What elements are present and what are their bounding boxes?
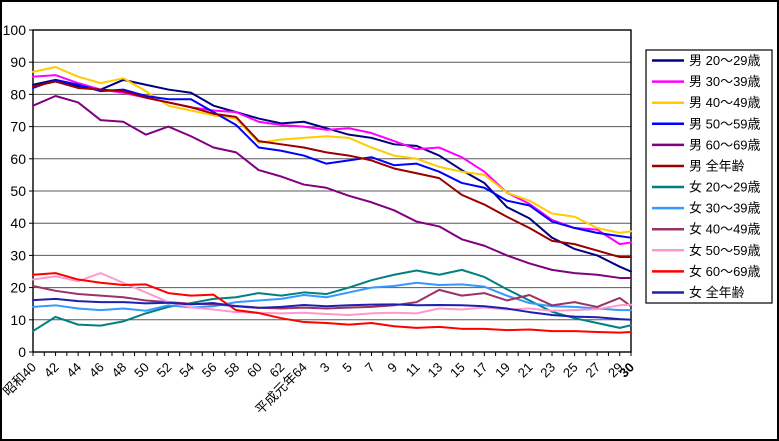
x-tick-label: 9 xyxy=(384,360,400,376)
series-line-7 xyxy=(32,281,632,312)
x-tick-label: 17 xyxy=(470,360,491,381)
series-line-11 xyxy=(32,297,632,321)
legend-item: 女 60〜69歳 xyxy=(652,264,761,279)
legend-label: 男 30〜39歳 xyxy=(689,74,761,89)
legend-item: 男 20〜29歳 xyxy=(652,53,761,68)
y-tick-label: 100 xyxy=(3,22,27,38)
x-tick-label: 52 xyxy=(154,360,175,381)
legend-label: 男 60〜69歳 xyxy=(689,137,761,152)
x-tick-label: 5 xyxy=(339,360,355,376)
legend-label: 男 全年齢 xyxy=(689,158,745,173)
x-tick-label: 60 xyxy=(244,360,265,381)
y-tick-label: 80 xyxy=(10,86,26,102)
legend-item: 男 50〜59歳 xyxy=(652,116,761,131)
y-tick-label: 90 xyxy=(10,54,26,70)
x-tick-label: 56 xyxy=(199,360,220,381)
x-tick-label: 23 xyxy=(537,360,558,381)
x-tick-label: 11 xyxy=(403,360,423,380)
series-line-6 xyxy=(32,268,632,333)
legend-box xyxy=(645,49,773,304)
y-tick-label: 50 xyxy=(10,183,26,199)
y-tick-label: 0 xyxy=(18,344,26,360)
legend-item: 女 30〜39歳 xyxy=(652,201,761,216)
legend-item: 女 20〜29歳 xyxy=(652,180,761,195)
series-line-5 xyxy=(32,80,632,259)
series-lines xyxy=(32,66,632,334)
x-tick-label: 50 xyxy=(131,360,152,381)
y-tick-label: 10 xyxy=(10,312,26,328)
x-tick-label: 30 xyxy=(616,360,637,381)
legend-label: 女 20〜29歳 xyxy=(689,180,761,195)
gridlines xyxy=(33,61,631,321)
y-tick-label: 40 xyxy=(10,215,26,231)
legend-label: 女 60〜69歳 xyxy=(689,264,761,279)
legend-label: 男 50〜59歳 xyxy=(689,116,761,131)
x-tick-label: 54 xyxy=(176,360,197,381)
series-line-3 xyxy=(32,78,632,239)
legend-item: 男 60〜69歳 xyxy=(652,137,761,152)
x-tick-label: 21 xyxy=(515,360,536,381)
series-line-4 xyxy=(32,95,632,279)
x-tick-label: 25 xyxy=(560,360,581,381)
legend-item: 男 全年齢 xyxy=(652,158,745,173)
x-tick-label: 19 xyxy=(492,360,513,381)
series-line-9 xyxy=(32,272,632,316)
series-line-8 xyxy=(32,284,632,310)
legend-label: 女 50〜59歳 xyxy=(689,243,761,258)
y-tick-label: 30 xyxy=(10,247,26,263)
y-tick-label: 60 xyxy=(10,151,26,167)
x-tick-label: 44 xyxy=(63,360,84,381)
series-line-0 xyxy=(32,78,632,273)
legend-item: 男 30〜39歳 xyxy=(652,74,761,89)
x-tick-label: 27 xyxy=(582,360,603,381)
series-line-1 xyxy=(32,74,632,246)
y-tick-label: 70 xyxy=(10,119,26,135)
legend-item: 女 全年齢 xyxy=(652,285,745,300)
x-tick-label: 58 xyxy=(221,360,242,381)
x-tick-label: 3 xyxy=(317,360,333,376)
x-tick-label: 46 xyxy=(86,360,107,381)
x-tick-label: 7 xyxy=(362,360,378,376)
legend-item: 女 40〜49歳 xyxy=(652,222,761,237)
x-tick-label: 昭和40 xyxy=(2,360,39,399)
legend-label: 男 20〜29歳 xyxy=(689,53,761,68)
series-line-2 xyxy=(32,66,632,234)
series-line-10 xyxy=(32,272,632,334)
legend-label: 女 30〜39歳 xyxy=(689,201,761,216)
legend-item: 男 40〜49歳 xyxy=(652,95,761,110)
x-tick-label: 42 xyxy=(41,360,62,381)
x-tick-label: 15 xyxy=(447,360,468,381)
legend-label: 男 40〜49歳 xyxy=(689,95,761,110)
legend-label: 女 全年齢 xyxy=(689,285,745,300)
legend-item: 女 50〜59歳 xyxy=(652,243,761,258)
legend-label: 女 40〜49歳 xyxy=(689,222,761,237)
x-tick-label: 13 xyxy=(424,360,445,381)
x-tick-label: 48 xyxy=(109,360,130,381)
y-tick-label: 20 xyxy=(10,280,26,296)
